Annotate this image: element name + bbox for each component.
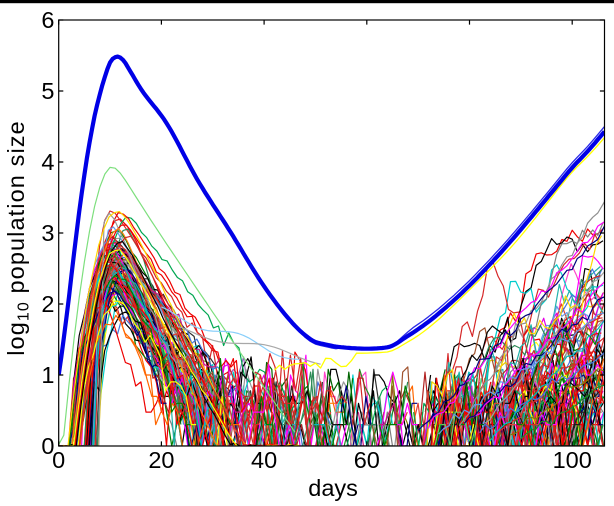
svg-text:5: 5 xyxy=(41,78,54,104)
svg-text:0: 0 xyxy=(52,447,65,473)
svg-text:0: 0 xyxy=(41,433,54,459)
svg-text:1: 1 xyxy=(41,362,54,388)
svg-text:3: 3 xyxy=(41,220,54,246)
svg-text:100: 100 xyxy=(553,447,592,473)
svg-text:20: 20 xyxy=(148,447,174,473)
svg-text:6: 6 xyxy=(41,7,54,33)
svg-text:4: 4 xyxy=(41,149,54,175)
svg-text:log10 population size: log10 population size xyxy=(3,120,33,356)
svg-text:days: days xyxy=(308,475,358,501)
svg-text:2: 2 xyxy=(41,291,54,317)
svg-text:60: 60 xyxy=(354,447,380,473)
svg-text:40: 40 xyxy=(251,447,277,473)
svg-text:80: 80 xyxy=(456,447,482,473)
